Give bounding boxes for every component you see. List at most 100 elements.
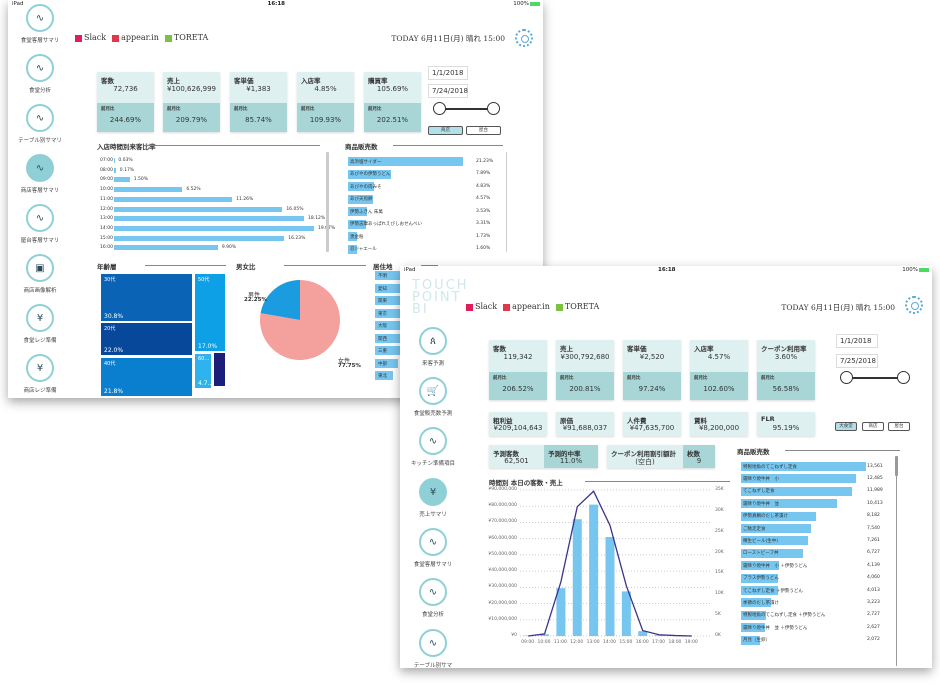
kpi-compare: 前月比 56.58% — [757, 372, 815, 400]
kpi-title: 客数 — [101, 77, 114, 85]
link-label[interactable]: Slack — [475, 302, 498, 311]
sidebar-item-1[interactable]: 🛒 — [419, 377, 447, 405]
section-divider — [145, 265, 226, 266]
slider-handle-start[interactable] — [433, 102, 446, 115]
sidebar-item-label[interactable]: 食堂分析 — [28, 88, 51, 94]
sidebar-item-5[interactable]: ▣ — [26, 254, 54, 282]
sidebar-item-label[interactable]: テーブル別サマリ — [18, 138, 62, 144]
filter-button[interactable]: 商店 — [862, 422, 884, 431]
status-time: 16:18 — [658, 267, 676, 273]
line-chart-icon: ∿ — [35, 162, 45, 174]
kpi2-value: ¥47,635,700 — [629, 424, 675, 432]
row-label: あびやの肉みそ — [350, 184, 382, 190]
row-label: 霜降り焼牛丼 並 — [743, 501, 779, 507]
sidebar-item-2[interactable]: ∿ — [26, 104, 54, 132]
link-label[interactable]: Slack — [84, 33, 107, 42]
slack-icon — [466, 303, 473, 311]
scrollbar-thumb[interactable] — [895, 456, 898, 476]
link-appear-in[interactable]: appear.in — [112, 33, 159, 42]
sidebar-item-label[interactable]: キッチン準備項目 — [410, 461, 455, 467]
row-label: 伊勢志摩あっぱれえびしおせんべい — [350, 222, 422, 227]
residence-label: 大阪 — [378, 324, 387, 329]
sidebar-item-4[interactable]: ∿ — [419, 528, 447, 556]
date-from-input[interactable]: 1/1/2018 — [836, 334, 878, 348]
sidebar-item-6[interactable]: ∿ — [419, 629, 447, 657]
date-from-input[interactable]: 1/1/2018 — [428, 66, 468, 80]
scrollbar[interactable] — [896, 456, 897, 666]
sidebar-item-label[interactable]: 売上サマリ — [419, 512, 447, 518]
kpi-compare: 前月比 202.51% — [364, 103, 421, 132]
slider-handle-end[interactable] — [487, 102, 500, 115]
sidebar-item-label[interactable]: 食堂レジ準備 — [23, 338, 57, 344]
slider-handle-end[interactable] — [897, 371, 910, 384]
sidebar-item-label[interactable]: 食堂販売数予測 — [413, 411, 453, 417]
date-to-input[interactable]: 7/25/2018 — [836, 354, 878, 368]
kpi-compare: 前月比 206.52% — [489, 372, 547, 400]
residence-label: 不明 — [378, 274, 387, 279]
slider-handle-start[interactable] — [840, 371, 853, 384]
sidebar-item-label[interactable]: 食堂客層サマリ — [20, 38, 60, 44]
kpi-value: ¥300,792,680 — [560, 353, 610, 361]
sidebar-item-1[interactable]: ∿ — [26, 54, 54, 82]
sidebar-item-0[interactable]: ጰ — [419, 327, 447, 355]
scrollbar[interactable] — [506, 152, 507, 252]
bar — [348, 194, 373, 204]
sidebar-item-3[interactable]: ¥ — [419, 478, 447, 506]
scrollbar[interactable] — [326, 152, 329, 252]
filter-button[interactable]: 商店 — [428, 126, 463, 135]
sidebar-item-4[interactable]: ∿ — [26, 204, 54, 232]
date-to-input[interactable]: 7/24/2018 — [428, 84, 468, 98]
sidebar-item-3[interactable]: ∿ — [26, 154, 54, 182]
sidebar-item-label[interactable]: 商店客層サマリ — [20, 188, 60, 194]
sidebar-item-6[interactable]: ¥ — [26, 304, 54, 332]
sidebar-item-label[interactable]: テーブル別サマ — [413, 663, 453, 668]
row-value: 16.23% — [288, 235, 306, 241]
link-label[interactable]: appear.in — [512, 302, 550, 311]
gear-icon[interactable] — [515, 29, 533, 47]
line-chart-icon: ∿ — [428, 536, 438, 548]
sidebar-item-label[interactable]: 商店レジ準備 — [23, 388, 57, 394]
sidebar-item-label[interactable]: 商店画像解析 — [23, 288, 57, 294]
row-value: 1.73% — [476, 233, 491, 239]
link-toreta[interactable]: TORETA — [164, 33, 209, 42]
sidebar-item-2[interactable]: ∿ — [419, 427, 447, 455]
sidebar-item-label[interactable]: 食堂分析 — [421, 612, 444, 618]
link-toreta[interactable]: TORETA — [555, 302, 600, 311]
link-slack[interactable]: Slack — [75, 33, 106, 42]
kpi-card: 入店率 4.85% 前月比 109.93% — [297, 72, 354, 132]
y-right-tick: 10K — [715, 591, 724, 597]
y-left-tick: ¥90,000,000 — [488, 487, 517, 492]
bar — [741, 511, 817, 521]
slack-icon — [75, 34, 82, 42]
filter-button[interactable]: 屋台 — [466, 126, 501, 135]
row-label: ご馳走定食 — [743, 526, 766, 532]
sidebar-item-label[interactable]: 屋台客層サマリ — [20, 238, 60, 244]
date-range-slider[interactable] — [840, 371, 910, 385]
link-slack[interactable]: Slack — [466, 302, 497, 311]
link-label[interactable]: TORETA — [173, 33, 209, 42]
date-range-slider[interactable] — [433, 102, 500, 116]
kpi-compare-value: 85.74% — [245, 116, 272, 124]
row-label: 霜降り焼牛丼 小 — [743, 476, 779, 482]
gear-icon[interactable] — [905, 296, 923, 314]
link-appear-in[interactable]: appear.in — [503, 302, 550, 311]
line-chart-icon: ∿ — [35, 12, 45, 24]
link-label[interactable]: appear.in — [121, 33, 159, 42]
sidebar-item-0[interactable]: ∿ — [26, 4, 54, 32]
bar — [348, 244, 357, 254]
filter-button[interactable]: 屋台 — [888, 422, 910, 431]
sidebar-item-5[interactable]: ∿ — [419, 578, 447, 606]
row-value: 2,627 — [867, 624, 880, 630]
front-dashboard-window: iPad 16:18 100% TOUCH POINT BI ጰ 来客予測 🛒 食堂販売数予測 ∿ キ… — [400, 266, 932, 668]
kpi-compare-value: 202.51% — [376, 116, 409, 124]
link-label[interactable]: TORETA — [564, 302, 600, 311]
line-chart-icon: ∿ — [35, 112, 45, 124]
bar — [741, 623, 766, 633]
filter-button[interactable]: 大食堂 — [835, 422, 857, 431]
sidebar-item-label[interactable]: 来客予測 — [421, 361, 444, 367]
sidebar-item-7[interactable]: ¥ — [26, 354, 54, 382]
kpi-title: 客数 — [493, 345, 506, 353]
y-right-tick: 20K — [715, 549, 724, 555]
coupon-card-secondary-value: 9 — [696, 457, 702, 465]
sidebar-item-label[interactable]: 食堂客層サマリ — [413, 562, 453, 568]
